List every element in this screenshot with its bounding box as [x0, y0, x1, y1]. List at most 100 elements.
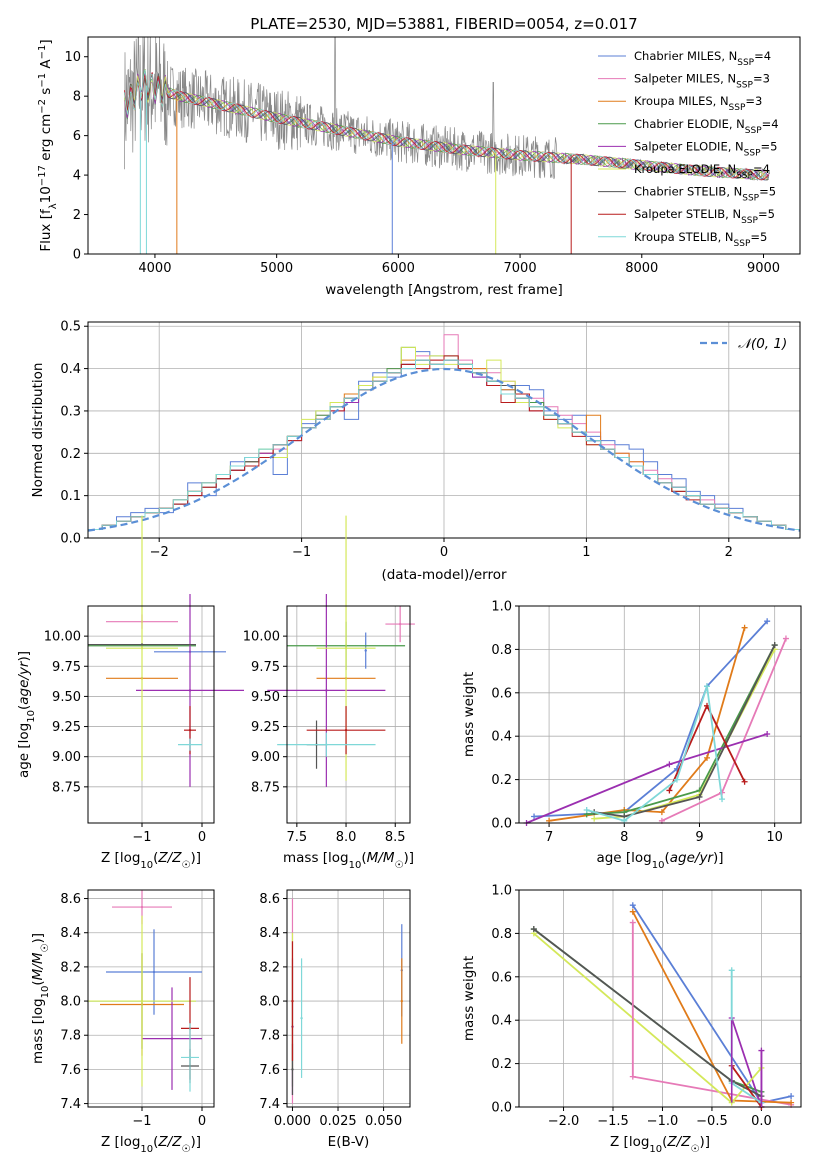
age-vs-z-point: [140, 646, 144, 650]
age-vs-mass-ytick-label: 10.00: [243, 630, 280, 645]
residual-ytick-label: 0.1: [60, 489, 81, 504]
weight-vs-age-marker: [771, 642, 778, 649]
weight-vs-age-marker: [591, 815, 598, 822]
residual-histogram-step: [88, 355, 800, 530]
weight-vs-age-marker: [704, 683, 710, 690]
model-spectrum-line: [124, 74, 769, 181]
weight-vs-z-ytick-label: 0.6: [491, 970, 512, 985]
normal-curve: [87, 367, 801, 532]
age-vs-z-point: [188, 728, 192, 732]
age-vs-mass-xlabel: mass [log10(M/M☉)]: [283, 850, 414, 871]
age-vs-mass-point: [325, 743, 328, 746]
mass-vs-ebv-xlabel: E(B-V): [328, 1134, 370, 1150]
age-vs-z-ytick-label: 9.00: [52, 750, 81, 765]
mass-vs-z-ytick-label: 7.8: [60, 1029, 81, 1044]
spectrum-ytick-label: 2: [73, 208, 81, 223]
weight-vs-age-marker: [719, 796, 726, 803]
figure-title: PLATE=2530, MJD=53881, FIBERID=0054, z=0…: [250, 15, 637, 33]
age-vs-mass-ytick-label: 9.25: [251, 720, 280, 735]
weight-vs-age-ytick-label: 0.6: [491, 686, 512, 701]
legend-label: Kroupa ELODIE, NSSP=4: [634, 162, 770, 181]
residual-ylabel: Normed distribution: [30, 363, 46, 498]
weight-vs-age-marker: [531, 813, 538, 820]
legend-label: Salpeter MILES, NSSP=3: [634, 72, 770, 91]
legend-label: Salpeter ELODIE, NSSP=5: [634, 139, 777, 158]
spectrum-xlabel: wavelength [Angstrom, rest frame]: [325, 282, 563, 298]
weight-vs-age-xtick-label: 9: [695, 830, 703, 845]
spectrum-xtick-label: 9000: [747, 261, 780, 276]
residual-xtick-label: 0: [440, 545, 448, 560]
model-spectrum-line: [124, 73, 769, 180]
spectrum-ylabel: Flux [fλ10−17 erg cm−2 s−1 A−1]: [37, 39, 59, 251]
age-vs-z-axes: −1 0 8.75 9.00 9.25 9.50 9.75 10.00 Z [log10(Z/Z…: [16, 515, 244, 871]
legend-label: Kroupa MILES, NSSP=3: [634, 94, 762, 113]
spectrum-ytick-label: 0: [73, 248, 81, 263]
age-vs-z-ytick-label: 9.50: [52, 690, 81, 705]
spectrum-data: [124, 37, 770, 254]
mass-vs-z-xtick-label: 0: [198, 1114, 206, 1129]
weight-vs-age-marker: [764, 618, 771, 625]
mass-vs-ebv-ytick-label: 7.8: [259, 1029, 280, 1044]
residual-axes: −2 −1 0 1 2 0.0 0.1 0.2 0.3 0.4 0.5 (data-model)/er…: [30, 320, 801, 583]
weight-vs-age-frame: [518, 605, 802, 824]
age-vs-z-xtick-label: 0: [198, 830, 206, 845]
weight-vs-age-marker: [666, 787, 673, 794]
weight-vs-age-ytick-label: 0.4: [491, 730, 512, 745]
weight-vs-age-xlabel: age [log10(age/yr)]: [596, 850, 723, 871]
weight-vs-age-series-line: [594, 644, 776, 818]
mass-vs-z-ytick-label: 8.2: [60, 960, 81, 975]
mass-vs-z-point: [140, 999, 144, 1003]
age-vs-mass-point: [325, 689, 328, 692]
weight-vs-z-marker: [530, 926, 537, 933]
weight-vs-z-ylabel: mass weight: [461, 956, 477, 1041]
age-vs-z-point: [188, 689, 192, 692]
weight-vs-age-axes: 7 8 9 10 0.0 0.2 0.4 0.6 0.8 1.0 age [log10(age/yr…: [461, 600, 802, 871]
residual-ytick-label: 0.2: [60, 447, 81, 462]
weight-vs-z-xtick-label: −1.5: [597, 1114, 629, 1129]
weight-vs-z-ytick-label: 1.0: [491, 884, 512, 899]
legend-label: Kroupa STELIB, NSSP=5: [634, 230, 767, 249]
model-spectrum-line: [124, 69, 769, 180]
weight-vs-age-xtick-label: 8: [620, 830, 628, 845]
weight-vs-age-ytick-label: 0.0: [491, 817, 512, 832]
age-vs-z-ytick-label: 8.75: [52, 780, 81, 795]
legend-label: Chabrier MILES, NSSP=4: [634, 49, 771, 68]
mass-vs-ebv-ytick-label: 8.2: [259, 960, 280, 975]
mass-vs-z-ytick-label: 8.6: [60, 892, 81, 907]
mass-vs-z-xtick-label: −1: [132, 1114, 151, 1129]
spectrum-ytick-label: 6: [73, 129, 81, 144]
mass-vs-ebv-xtick-label: 0.050: [365, 1114, 402, 1129]
mass-vs-ebv-point: [400, 999, 403, 1003]
age-vs-mass-point: [364, 649, 367, 652]
age-vs-mass-point: [344, 646, 348, 650]
age-vs-z-ytick-label: 9.25: [52, 720, 81, 735]
age-vs-z-point: [188, 743, 192, 746]
age-vs-mass-ytick-label: 9.50: [251, 690, 280, 705]
residual-histogram-step: [88, 359, 800, 530]
model-spectrum-line: [124, 69, 769, 181]
weight-vs-z-axes: −2.0 −1.5 −1.0 −0.5 0.0 0.0 0.2 0.4 0.6 0.8 1.0 Z […: [461, 884, 802, 1155]
mass-vs-ebv-xtick-label: 0.025: [319, 1114, 356, 1129]
legend-label: Chabrier STELIB, NSSP=5: [634, 185, 776, 204]
mass-vs-z-ytick-label: 8.4: [60, 926, 81, 941]
age-vs-mass-ytick-label: 8.75: [251, 780, 280, 795]
weight-vs-z-xtick-label: −2.0: [548, 1114, 580, 1129]
age-vs-z-ytick-label: 9.75: [52, 660, 81, 675]
age-vs-mass-frame: [286, 605, 411, 824]
mass-vs-z-xlabel: Z [log10(Z/Z☉)]: [101, 1134, 201, 1155]
weight-vs-z-xtick-label: 0.0: [751, 1114, 772, 1129]
spectrum-xtick-label: 8000: [625, 261, 658, 276]
mass-vs-ebv-ytick-label: 8.0: [259, 995, 280, 1010]
weight-vs-z-xtick-label: −1.0: [647, 1114, 679, 1129]
weight-vs-z-xlabel: Z [log10(Z/Z☉)]: [610, 1134, 710, 1155]
weight-vs-age-marker: [658, 809, 665, 816]
weight-vs-age-marker: [704, 754, 710, 761]
weight-vs-z-frame: [518, 889, 802, 1108]
mass-vs-z-ytick-label: 7.6: [60, 1063, 81, 1078]
mass-vs-ebv-ytick-label: 8.6: [259, 892, 280, 907]
spectrum-xtick-label: 5000: [260, 261, 293, 276]
weight-vs-z-ytick-label: 0.0: [491, 1101, 512, 1116]
age-vs-mass-xtick-label: 8.0: [336, 830, 357, 845]
weight-vs-age-xtick-label: 7: [545, 830, 553, 845]
